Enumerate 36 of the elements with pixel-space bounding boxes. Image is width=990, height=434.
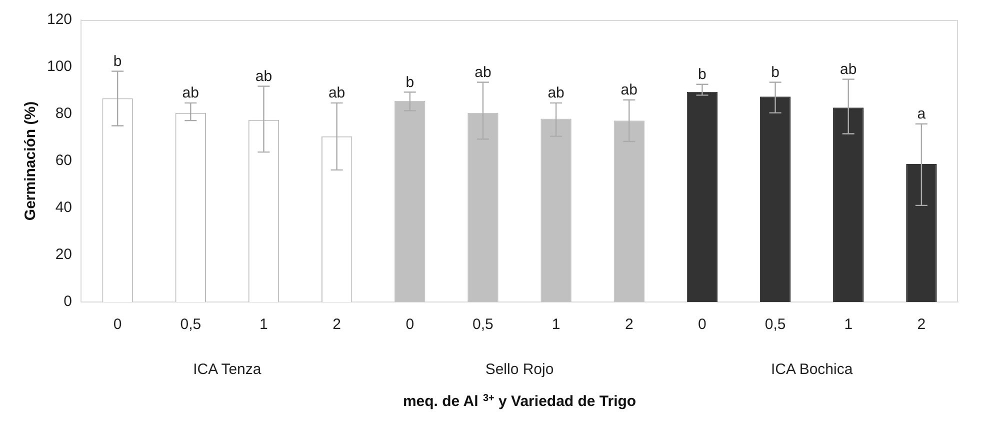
text: Sello Rojo [485,361,554,378]
y-tick-label: 60 [55,152,72,170]
data-label: ab [620,82,638,99]
data-label: ab [182,84,199,102]
y-tick-label: 0 [64,293,72,310]
y-axis-title: Germinación (%) [22,101,40,221]
x-tick-label: 0 [113,316,122,334]
y-tick-label: 20 [55,246,72,264]
x-tick-label: 0 [406,316,414,334]
data-label: ab [474,64,492,81]
x-tick-label: 2 [917,316,926,334]
text: ICA Bochica [770,361,854,378]
x-tick-label: 0,5 [180,316,202,334]
data-label: ab [840,60,857,78]
data-label: b [406,74,414,91]
x-tick-label: 2 [624,316,634,334]
data-label: b [113,52,122,70]
y-tick-label: 120 [46,11,72,28]
x-tick-label: 1 [844,316,853,334]
x-axis-title: meq. de Al 3+ y Variedad de Trigo [402,393,636,410]
data-label: b [698,66,706,84]
x-tick-label: 1 [552,316,560,334]
y-tick-label: 40 [55,199,72,216]
y-tick-label: 80 [55,105,72,122]
data-label: a [917,106,926,123]
x-tick-label: 1 [260,316,268,334]
text: ICA Tenza [193,361,262,378]
x-tick-label: 0 [698,316,706,334]
data-label: ab [548,84,564,102]
x-tick-label: 0,5 [764,316,786,334]
x-tick-label: 2 [332,316,341,334]
data-label: ab [255,68,272,85]
y-tick-label: 100 [46,58,72,76]
data-label: ab [328,84,346,102]
x-tick-label: 0,5 [472,316,494,334]
data-label: b [771,64,780,81]
